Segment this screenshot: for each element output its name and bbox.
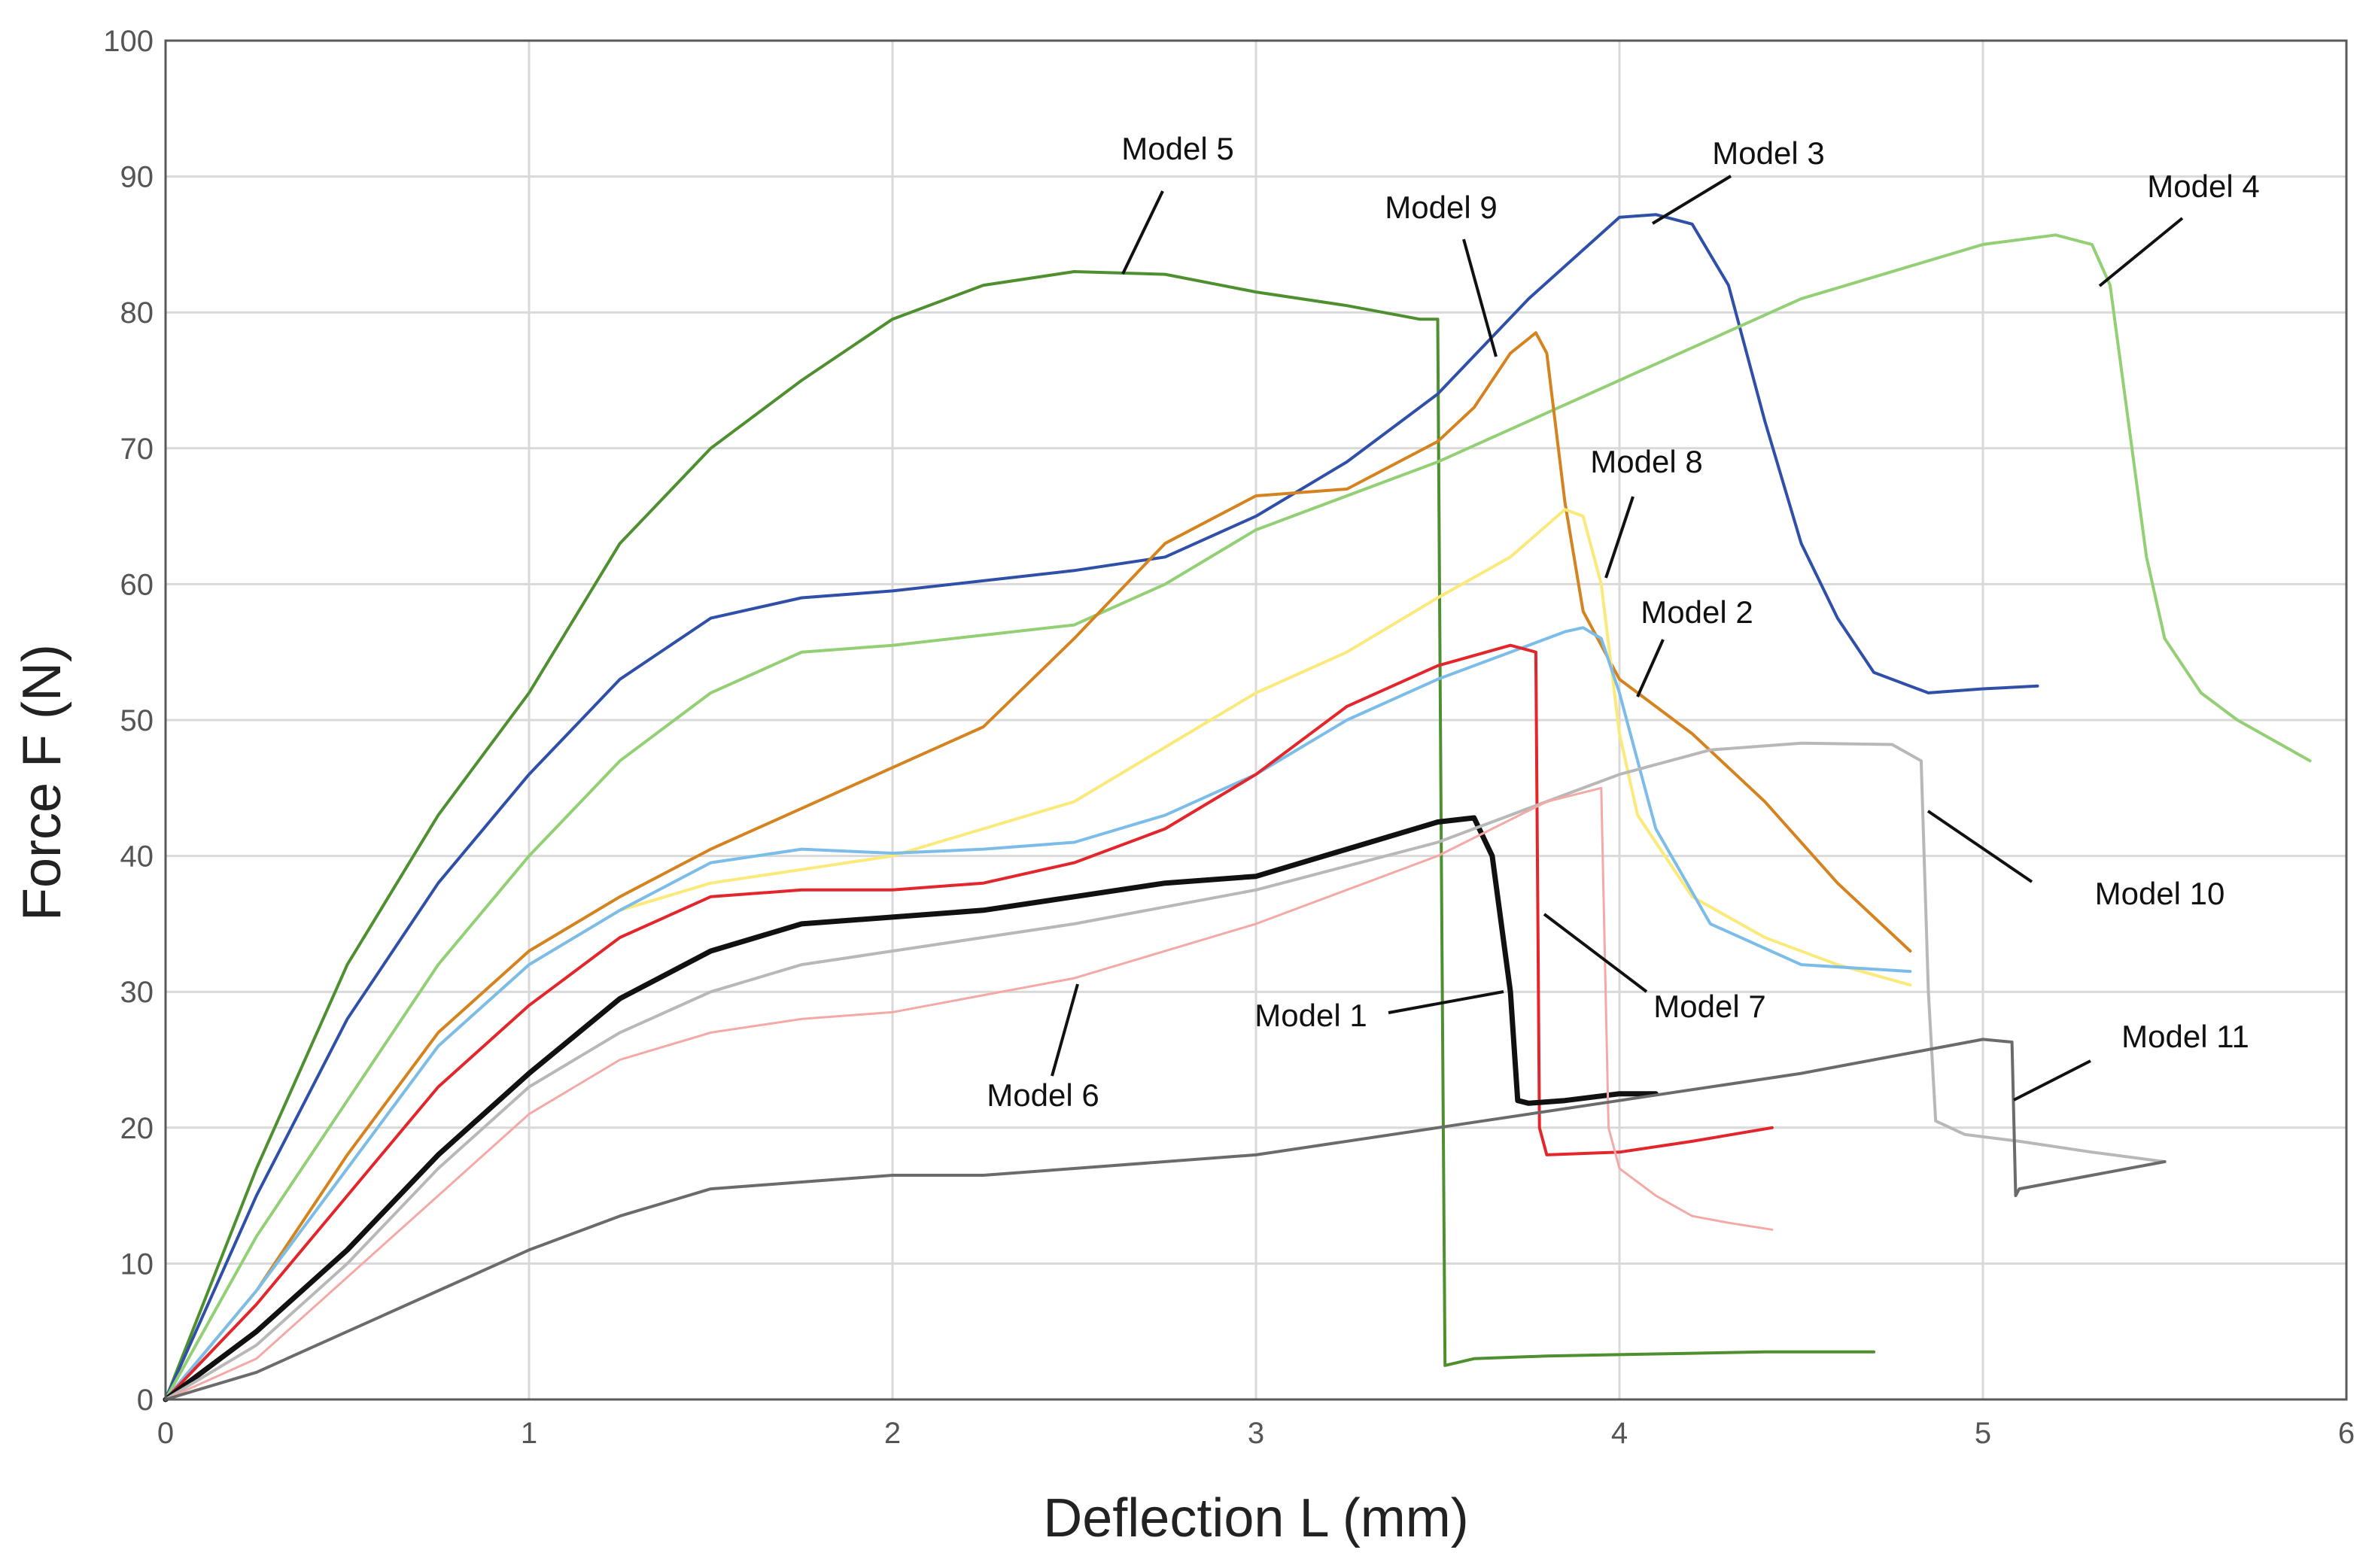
x-tick-label: 1 [521, 1417, 537, 1450]
y-tick-label: 90 [120, 161, 154, 194]
series-line-model-8 [164, 508, 1912, 1401]
series-line-model-3 [164, 213, 2039, 1401]
leader-line-model-11 [2013, 1059, 2091, 1102]
x-tick-label: 5 [1975, 1417, 1991, 1450]
leader-line-model-10 [1926, 810, 2033, 883]
series-line-model-9 [164, 331, 1912, 1401]
plot-frame [164, 39, 2348, 1401]
series-line-model-1 [163, 815, 1659, 1402]
series-line-model-10 [164, 741, 2167, 1401]
y-tick-label: 10 [120, 1247, 154, 1281]
label-model-7: Model 7 [1653, 989, 1765, 1024]
x-axis-title: Deflection L (mm) [1043, 1488, 1468, 1548]
label-model-2: Model 2 [1641, 594, 1753, 630]
x-tick-label: 0 [157, 1417, 174, 1450]
leader-line-model-5 [1121, 190, 1164, 275]
label-model-9: Model 9 [1385, 190, 1497, 225]
grid-lines [166, 41, 2346, 1399]
y-tick-label: 70 [120, 433, 154, 466]
y-tick-label: 60 [120, 568, 154, 601]
y-tick-label: 40 [120, 840, 154, 874]
series-line-model-6 [164, 786, 1774, 1401]
x-tick-label: 3 [1248, 1417, 1264, 1450]
leader-line-model-1 [1388, 990, 1504, 1014]
leader-line-model-8 [1604, 496, 1635, 579]
leader-line-model-2 [1636, 639, 1665, 697]
series-annotations: Model 5 Model 3 Model 9 Model 4 Model 8 Model… [987, 131, 2259, 1113]
leader-line-model-9 [1462, 239, 1498, 357]
leader-line-model-6 [1051, 983, 1079, 1077]
y-tick-label: 30 [120, 976, 154, 1009]
series-line-model-2 [164, 626, 1912, 1401]
y-tick-label: 20 [120, 1112, 154, 1145]
leader-line-model-7 [1543, 913, 1648, 993]
leader-line-model-3 [1651, 175, 1732, 225]
label-model-8: Model 8 [1590, 444, 1702, 479]
label-model-10: Model 10 [2095, 876, 2225, 911]
series-line-model-7 [164, 643, 1774, 1401]
y-tick-label: 100 [103, 25, 154, 58]
leader-line-model-4 [2098, 217, 2184, 287]
label-model-4: Model 4 [2147, 169, 2259, 204]
label-model-5: Model 5 [1121, 131, 1233, 166]
label-model-3: Model 3 [1712, 135, 1824, 171]
x-tick-label: 4 [1611, 1417, 1628, 1450]
label-model-1: Model 1 [1254, 998, 1367, 1033]
label-model-6: Model 6 [987, 1077, 1099, 1113]
series-line-model-5 [164, 270, 1876, 1401]
y-tick-label: 50 [120, 704, 154, 737]
x-tick-label: 2 [884, 1417, 901, 1450]
series-lines [163, 213, 2312, 1402]
x-tick-label: 6 [2338, 1417, 2355, 1450]
series-line-model-11 [164, 1038, 2167, 1401]
y-tick-label: 0 [137, 1384, 154, 1417]
y-tick-label: 80 [120, 296, 154, 330]
series-line-model-4 [164, 233, 2312, 1401]
y-axis-title: Force F (N) [12, 644, 72, 921]
label-model-11: Model 11 [2121, 1019, 2249, 1054]
